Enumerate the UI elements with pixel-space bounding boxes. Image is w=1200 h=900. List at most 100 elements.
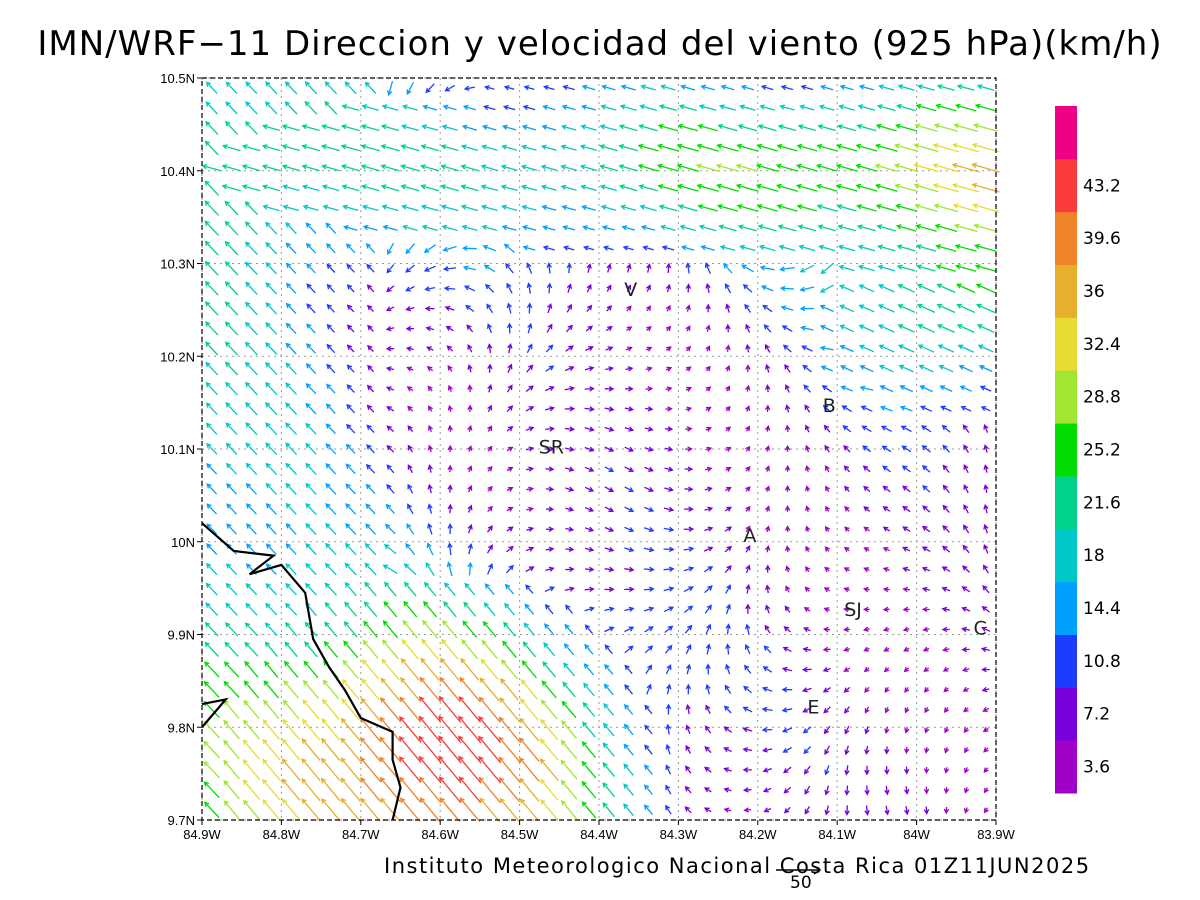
- wind-arrow: [822, 687, 831, 693]
- wind-arrow: [913, 143, 939, 153]
- wind-arrow: [683, 605, 694, 614]
- wind-arrow: [320, 777, 341, 802]
- wind-arrow: [542, 245, 555, 251]
- wind-arrow: [265, 602, 278, 616]
- wind-arrow: [526, 282, 533, 294]
- wind-arrow: [844, 706, 850, 714]
- wind-arrow: [879, 385, 894, 393]
- wind-arrow: [802, 707, 812, 713]
- wind-arrow: [284, 81, 298, 95]
- wind-arrow: [642, 245, 654, 251]
- wind-arrow: [864, 765, 870, 776]
- wind-arrow: [661, 245, 675, 251]
- wind-arrow: [703, 807, 712, 813]
- wind-arrow: [874, 163, 898, 172]
- wind-arrow: [779, 104, 795, 111]
- wind-arrow: [640, 84, 656, 91]
- wind-arrow: [703, 566, 714, 573]
- wind-arrow: [745, 445, 751, 452]
- wind-arrow: [915, 103, 937, 112]
- wind-arrow: [764, 544, 771, 553]
- wind-arrow: [564, 586, 575, 592]
- wind-arrow: [983, 543, 989, 554]
- wind-arrow: [982, 706, 990, 712]
- wind-arrow: [819, 84, 834, 91]
- wind-arrow: [836, 143, 858, 152]
- wind-arrow: [898, 364, 914, 373]
- wind-arrow: [405, 325, 415, 332]
- wind-arrow: [644, 446, 654, 452]
- wind-arrow: [974, 243, 997, 253]
- wind-arrow: [816, 204, 837, 212]
- wind-arrow: [421, 124, 439, 131]
- wind-arrow: [305, 462, 317, 475]
- wind-arrow: [658, 204, 678, 212]
- wind-arrow: [843, 686, 851, 693]
- wind-arrow: [863, 506, 871, 512]
- wind-arrow: [704, 262, 711, 274]
- wind-arrow: [625, 346, 633, 352]
- wind-arrow: [902, 626, 910, 632]
- wind-arrow: [799, 305, 814, 312]
- wind-arrow: [884, 687, 890, 694]
- wind-arrow: [705, 324, 711, 332]
- wind-arrow: [386, 483, 395, 494]
- wind-arrow: [423, 600, 438, 618]
- wind-arrow: [467, 465, 473, 472]
- wind-arrow: [933, 123, 958, 132]
- wind-arrow: [345, 463, 356, 475]
- wind-arrow: [427, 444, 433, 453]
- wind-arrow: [799, 264, 815, 273]
- wind-arrow: [736, 203, 758, 212]
- wind-arrow: [405, 542, 416, 556]
- wind-arrow: [400, 164, 420, 172]
- wind-arrow: [839, 344, 854, 353]
- wind-arrow: [301, 757, 321, 782]
- wind-arrow: [265, 543, 277, 555]
- wind-arrow: [363, 601, 378, 618]
- wind-arrow: [461, 224, 478, 232]
- wind-arrow: [540, 164, 557, 171]
- wind-arrow: [824, 444, 830, 453]
- wind-arrow: [624, 586, 635, 593]
- wind-arrow: [265, 282, 278, 295]
- wind-arrow: [560, 124, 577, 131]
- wind-arrow: [961, 586, 971, 593]
- wind-arrow: [978, 365, 993, 373]
- wind-arrow: [604, 426, 615, 432]
- wind-arrow: [465, 304, 475, 313]
- wind-arrow: [428, 405, 433, 412]
- wind-arrow: [224, 622, 239, 637]
- wind-arrow: [936, 303, 956, 314]
- wind-arrow: [526, 526, 535, 532]
- wind-arrow: [862, 586, 870, 593]
- wind-arrow: [458, 715, 482, 744]
- wind-arrow: [302, 204, 319, 212]
- wind-arrow: [941, 606, 951, 613]
- wind-arrow: [242, 799, 260, 820]
- wind-arrow: [943, 806, 950, 815]
- wind-arrow: [625, 366, 634, 372]
- wind-arrow: [943, 767, 950, 774]
- wind-arrow: [305, 382, 317, 395]
- wind-arrow: [725, 446, 732, 452]
- wind-arrow: [419, 676, 441, 702]
- wind-arrow: [304, 81, 318, 95]
- wind-arrow: [366, 444, 375, 454]
- wind-arrow: [204, 200, 220, 216]
- wind-arrow: [447, 542, 453, 555]
- wind-arrow: [482, 620, 497, 638]
- wind-arrow: [843, 606, 850, 613]
- wind-arrow: [716, 183, 739, 192]
- wind-arrow: [784, 545, 791, 553]
- wind-arrow: [936, 283, 956, 294]
- wind-arrow: [862, 606, 870, 613]
- colorbar-segment: [1055, 106, 1077, 160]
- wind-arrow: [205, 562, 218, 576]
- wind-arrow: [903, 805, 910, 816]
- wind-arrow: [696, 183, 719, 192]
- wind-arrow: [882, 526, 891, 532]
- wind-arrow: [560, 799, 578, 820]
- wind-arrow: [265, 221, 278, 235]
- wind-arrow: [678, 104, 697, 112]
